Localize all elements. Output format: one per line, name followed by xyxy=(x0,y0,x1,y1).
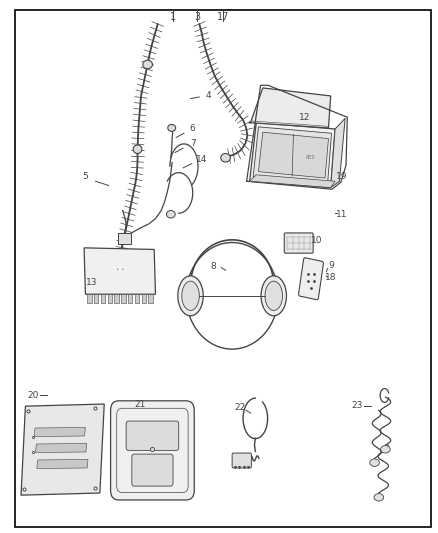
Polygon shape xyxy=(253,127,332,183)
Polygon shape xyxy=(250,175,335,188)
Polygon shape xyxy=(250,123,335,188)
Text: 6: 6 xyxy=(190,125,196,133)
Ellipse shape xyxy=(166,211,175,218)
Text: 17: 17 xyxy=(217,12,230,22)
Ellipse shape xyxy=(133,145,142,154)
Ellipse shape xyxy=(178,276,203,316)
Text: 4: 4 xyxy=(205,92,211,100)
Text: • •: • • xyxy=(116,267,124,272)
Bar xyxy=(101,294,105,303)
Text: 20: 20 xyxy=(27,391,39,400)
Text: 10: 10 xyxy=(311,237,322,245)
Text: 8: 8 xyxy=(211,262,217,271)
Text: 13: 13 xyxy=(86,278,98,287)
Text: 1: 1 xyxy=(170,12,176,22)
Bar xyxy=(108,294,112,303)
FancyBboxPatch shape xyxy=(126,421,179,450)
Bar xyxy=(141,294,146,303)
Ellipse shape xyxy=(221,154,230,162)
Ellipse shape xyxy=(374,494,384,501)
Text: 5: 5 xyxy=(82,173,88,181)
Polygon shape xyxy=(331,118,345,188)
Polygon shape xyxy=(37,459,88,469)
FancyBboxPatch shape xyxy=(299,258,323,300)
Bar xyxy=(114,294,119,303)
Ellipse shape xyxy=(265,281,283,310)
Bar xyxy=(94,294,99,303)
Bar xyxy=(135,294,139,303)
FancyBboxPatch shape xyxy=(232,453,251,468)
Text: 7: 7 xyxy=(190,140,196,148)
Text: 19: 19 xyxy=(336,173,347,181)
Text: 18: 18 xyxy=(325,273,337,281)
Polygon shape xyxy=(21,404,104,495)
Text: 22: 22 xyxy=(234,403,246,412)
Bar xyxy=(128,294,132,303)
Ellipse shape xyxy=(168,125,176,132)
FancyBboxPatch shape xyxy=(110,401,194,500)
Bar xyxy=(118,233,131,244)
Text: 9: 9 xyxy=(328,261,334,270)
Ellipse shape xyxy=(370,459,379,466)
Ellipse shape xyxy=(261,276,286,316)
Text: 11: 11 xyxy=(336,210,347,219)
Text: 3: 3 xyxy=(194,12,200,22)
Ellipse shape xyxy=(381,446,390,453)
Polygon shape xyxy=(249,88,331,128)
Ellipse shape xyxy=(143,60,152,69)
Text: 12: 12 xyxy=(299,113,310,122)
Text: 14: 14 xyxy=(196,156,207,164)
Text: 21: 21 xyxy=(134,400,146,408)
Text: RES: RES xyxy=(306,155,316,160)
Bar xyxy=(121,294,126,303)
Ellipse shape xyxy=(182,281,199,310)
FancyBboxPatch shape xyxy=(284,233,313,253)
Bar xyxy=(148,294,153,303)
Polygon shape xyxy=(35,443,87,453)
Text: 23: 23 xyxy=(351,401,363,409)
Polygon shape xyxy=(84,248,155,294)
Bar xyxy=(87,294,92,303)
FancyBboxPatch shape xyxy=(132,454,173,486)
Polygon shape xyxy=(258,132,328,178)
Polygon shape xyxy=(34,427,85,437)
